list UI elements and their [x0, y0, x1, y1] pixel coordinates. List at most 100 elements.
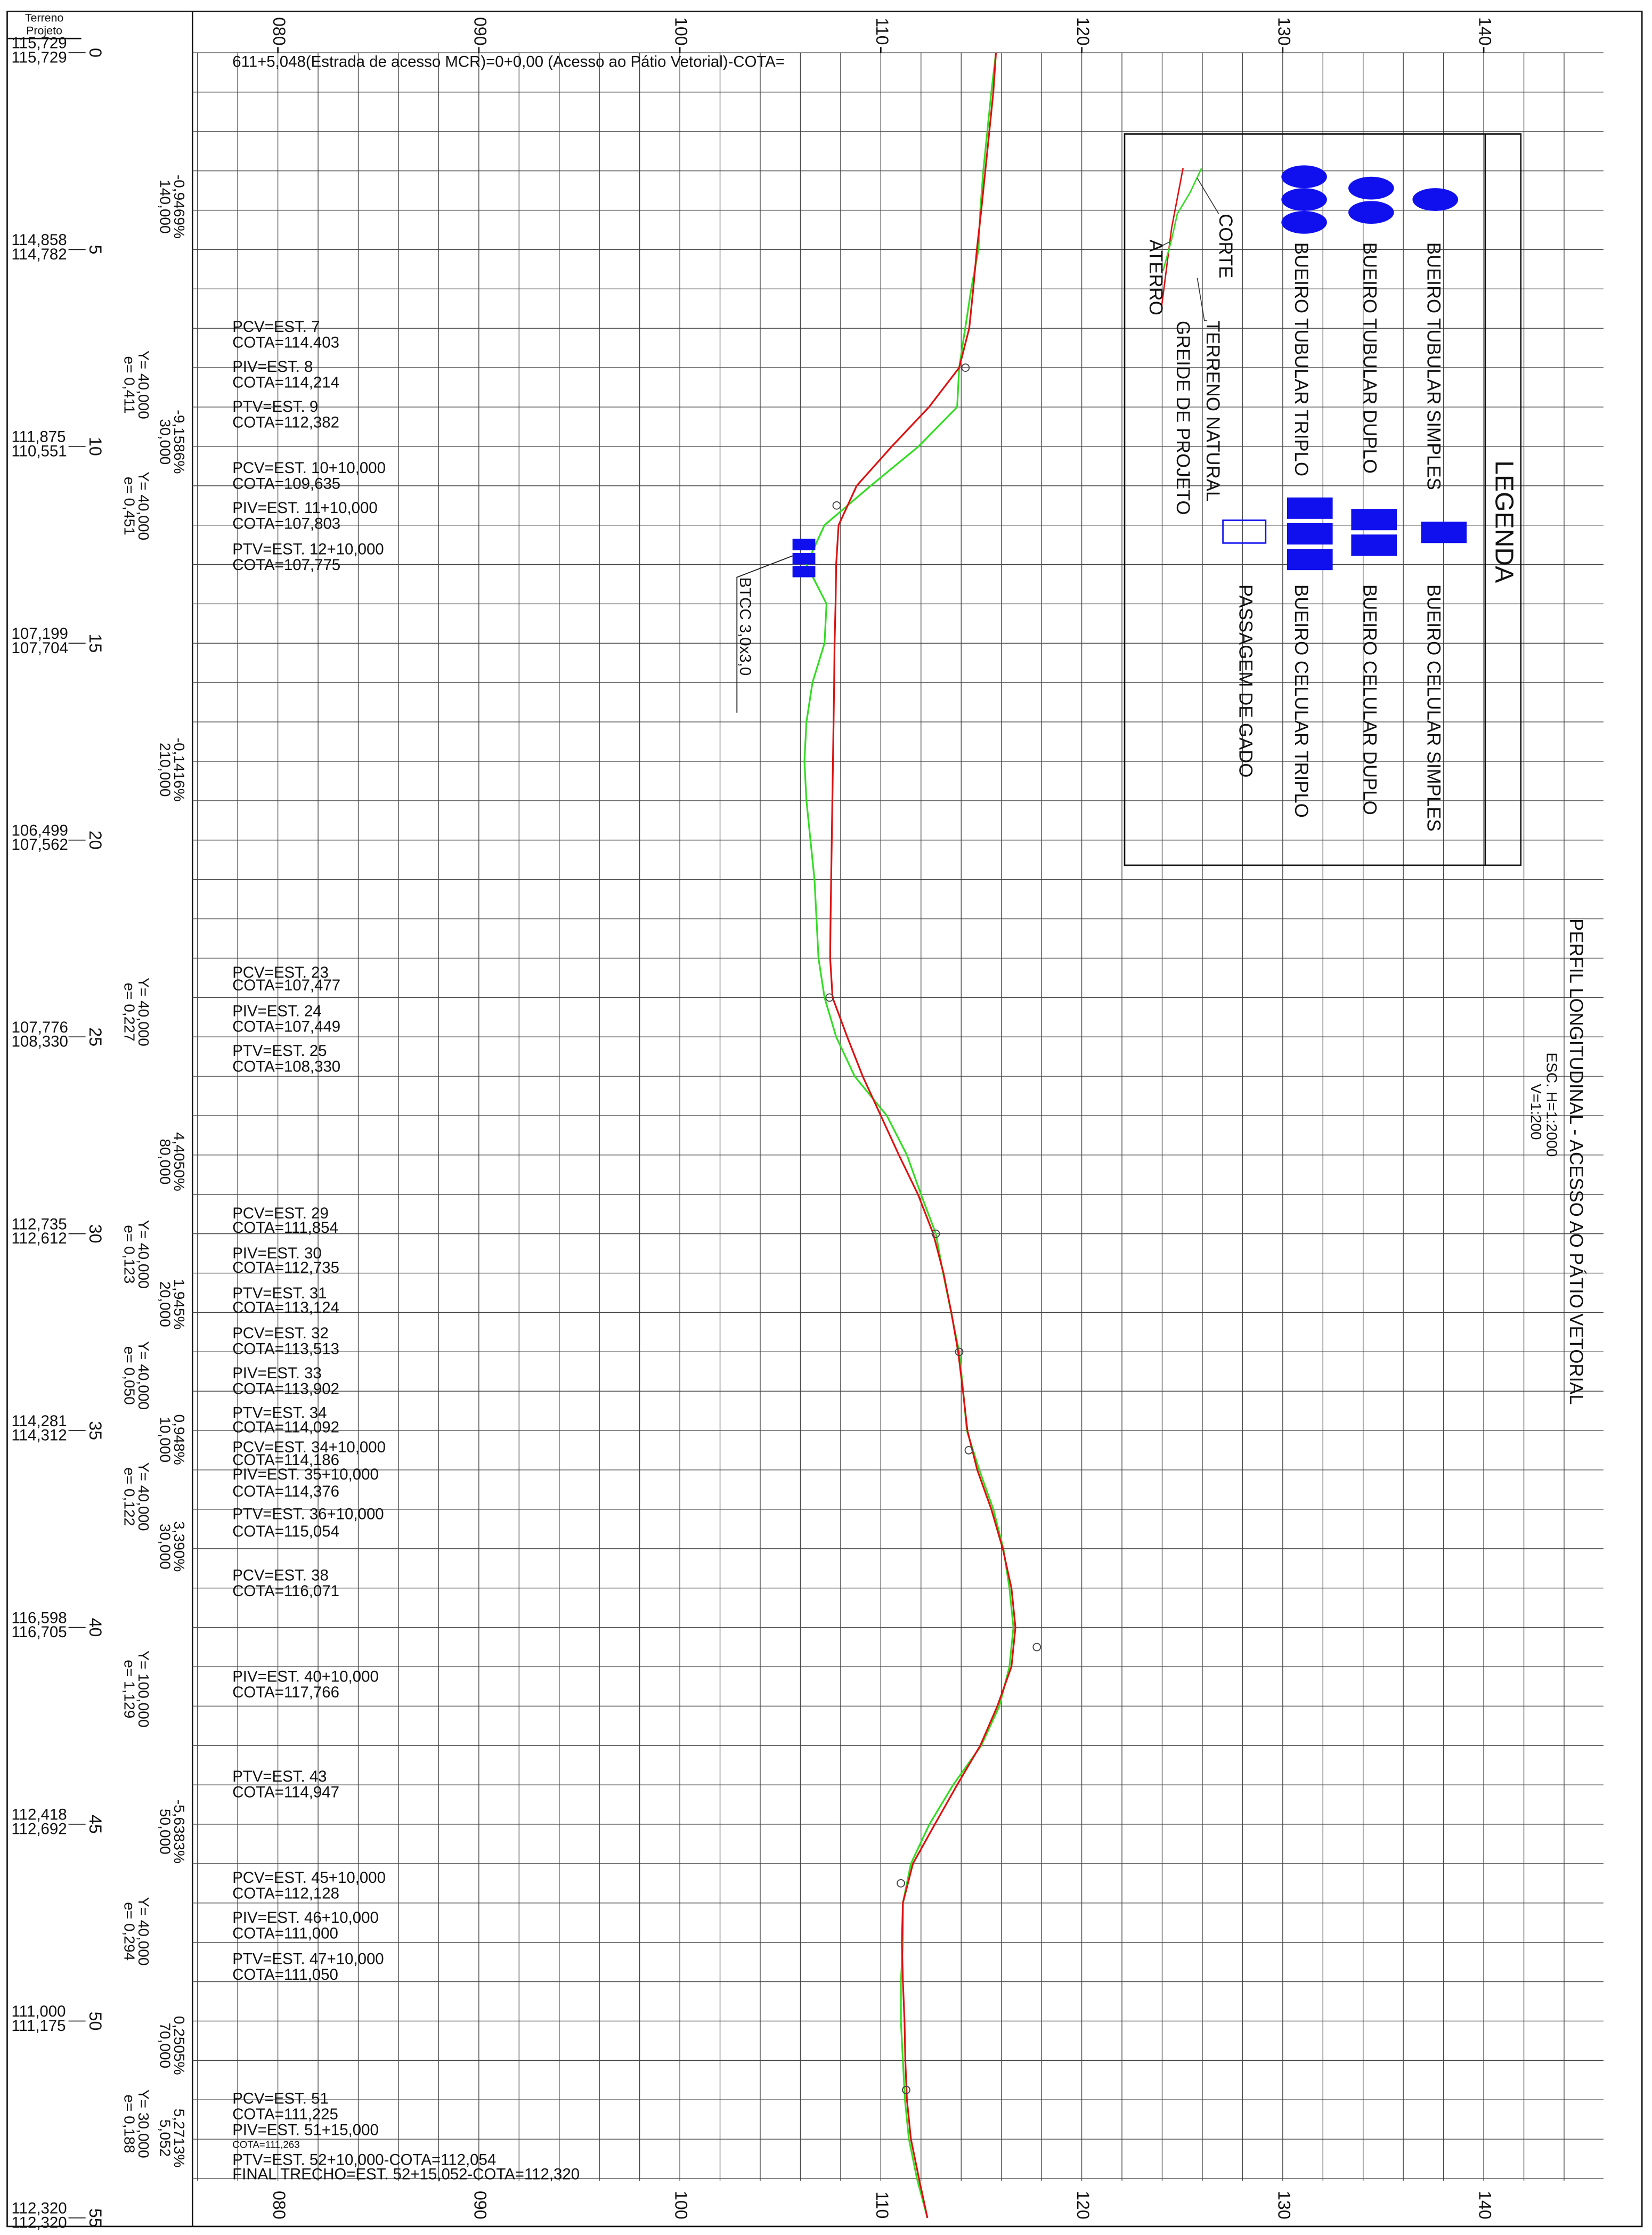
grade-label: 5,052: [157, 2119, 173, 2157]
culvert: [792, 539, 816, 550]
grade-label: 0,948%: [171, 1415, 188, 1465]
annotation: COTA=113,124: [232, 1299, 339, 1316]
annotation: PIV=EST. 33: [232, 1364, 322, 1382]
annotation: COTA=108,330: [232, 1058, 340, 1076]
annotation: PCV=EST. 10+10,000: [232, 459, 386, 477]
legend-item: BUEIRO TUBULAR DUPLO: [1359, 242, 1379, 474]
annotation: PTV=EST. 12+10,000: [232, 540, 384, 558]
culvert: [792, 566, 816, 578]
table-header: Terreno: [25, 11, 64, 24]
annotation: COTA=107,449: [232, 1018, 340, 1036]
annotation: COTA=114.403: [232, 334, 339, 352]
annotation: PTV=EST. 9: [232, 398, 318, 416]
y-tick-label: 120: [1073, 17, 1093, 46]
project-elevation: 110,551: [12, 442, 67, 460]
annotation: PCV=EST. 7: [232, 318, 320, 336]
grade-label: -5,6383%: [171, 1800, 188, 1864]
x-tick-label: 30: [86, 1224, 105, 1244]
y-tick-label: 110: [873, 2191, 892, 2218]
annotation: COTA=114,947: [232, 1783, 339, 1801]
vertical-curve-label: e= 0,294: [121, 1902, 137, 1961]
grade-label: 3,390%: [171, 1521, 188, 1572]
legend-symbol: [1222, 519, 1267, 544]
x-tick-label: 35: [86, 1421, 105, 1440]
annotation: COTA=111,854: [232, 1219, 338, 1237]
grade-label: -0,1416%: [171, 738, 188, 802]
annotation: PIV=EST. 24: [232, 1002, 322, 1020]
outer-frame: [6, 11, 1643, 2228]
grade-label: 210,000: [157, 743, 173, 797]
annotation: COTA=116,071: [232, 1582, 339, 1600]
vertical-curve-label: e= 0,451: [121, 477, 137, 535]
annotation: COTA=114,092: [232, 1418, 339, 1436]
legend-entry: GREIDE DE PROJETO: [1173, 321, 1193, 515]
y-tick-label: 140: [1476, 17, 1495, 46]
legend-label: ATERRO: [1145, 239, 1166, 315]
vertical-curve-label: Y= 40,000: [135, 1341, 152, 1410]
piv-point: [964, 1446, 973, 1454]
terrain-elevation: 107,776: [12, 1019, 68, 1036]
grade-label: 50,000: [157, 1809, 173, 1855]
legend-item: PASSAGEM DE GADO: [1235, 584, 1256, 778]
y-tick-label: 080: [270, 17, 289, 46]
terrain-elevation: 114,281: [12, 1412, 67, 1430]
annotation: PIV=EST. 11+10,000: [232, 499, 377, 517]
legend-symbol: [1287, 497, 1333, 519]
grade-label: -9,1586%: [171, 410, 188, 474]
y-tick-label: 130: [1274, 17, 1293, 46]
legend-item: BUEIRO CELULAR DUPLO: [1359, 584, 1379, 815]
piv-point: [897, 1879, 905, 1888]
annotation: PCV=EST. 45+10,000: [232, 1869, 386, 1887]
legend-item: BUEIRO TUBULAR TRIPLO: [1291, 242, 1311, 476]
y-tick-label: 100: [672, 17, 691, 46]
grade-label: 1,945%: [171, 1279, 188, 1329]
project-elevation: 112,612: [12, 1230, 67, 1247]
vertical-curve-label: Y= 40,000: [135, 978, 152, 1046]
x-tick-label: 20: [86, 831, 105, 850]
annotation: PIV=EST. 35+10,000: [232, 1466, 379, 1483]
culvert-leader: [736, 555, 793, 713]
annotation: COTA=112,735: [232, 1259, 339, 1277]
annotation: COTA=117,766: [232, 1684, 339, 1701]
annotation: PCV=EST. 38: [232, 1567, 329, 1584]
y-tick-label: 130: [1274, 2191, 1293, 2220]
y-tick-label: 080: [270, 2191, 289, 2220]
piv-point: [1032, 1643, 1041, 1652]
vertical-curve-label: e= 1,129: [121, 1660, 137, 1718]
annotation: 611+5,048(Estrada de acesso MCR)=0+0,00 …: [232, 53, 785, 70]
vertical-curve-label: e= 0,411: [121, 356, 137, 413]
scale: V=1:200: [1528, 1084, 1544, 1140]
vertical-curve-label: Y= 100,000: [135, 1651, 152, 1727]
project-elevation: 107,704: [12, 639, 68, 657]
x-tick-label: 10: [86, 437, 105, 456]
grade-label: 20,000: [157, 1281, 173, 1327]
legend-symbol: [1287, 523, 1333, 544]
annotation: COTA=113,513: [232, 1340, 339, 1358]
x-tick-label: 0: [86, 48, 105, 58]
annotation: COTA=112,128: [232, 1884, 339, 1902]
terrain-elevation: 112,320: [12, 2200, 67, 2217]
table-header: Projeto: [26, 25, 62, 37]
legend-symbol: [1348, 201, 1394, 224]
grade-label: 30,000: [157, 1524, 173, 1570]
annotation: PIV=EST. 51+15,000: [232, 2121, 379, 2139]
annotation: PCV=EST. 32: [232, 1324, 329, 1342]
culvert: [792, 553, 816, 565]
vertical-curve-label: Y= 30,000: [135, 2090, 152, 2158]
annotation: PTV=EST. 43: [232, 1768, 327, 1785]
annotation: COTA=114,214: [232, 373, 339, 391]
piv-point: [825, 993, 834, 1002]
annotation: COTA=111,263: [232, 2139, 299, 2150]
annotation: PCV=EST. 34+10,000: [232, 1438, 386, 1456]
legend-symbol: [1421, 522, 1467, 543]
project-elevation: 111,175: [12, 2017, 66, 2035]
legend-symbol: [1287, 549, 1333, 571]
project-elevation: 112,320: [12, 2214, 67, 2231]
vertical-curve-label: Y= 40,000: [135, 472, 152, 540]
profile-line: [829, 52, 1016, 2218]
vertical-curve-label: e= 0,227: [121, 982, 137, 1041]
project-elevation: 107,562: [12, 836, 68, 854]
leader: [1154, 178, 1219, 321]
x-tick-label: 15: [86, 633, 105, 653]
legend-line: [1162, 168, 1202, 271]
